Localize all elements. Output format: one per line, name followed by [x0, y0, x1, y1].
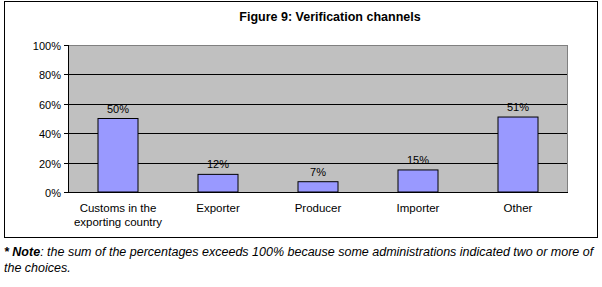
category-label: Producer: [295, 202, 342, 214]
data-label: 15%: [407, 154, 429, 166]
bar: [98, 119, 138, 193]
chart-frame: [5, 2, 598, 238]
data-label: 12%: [207, 158, 229, 170]
bar: [498, 117, 538, 192]
bar: [398, 170, 438, 192]
category-label: Customs in the exporting country: [74, 202, 162, 228]
category-label-line: Exporter: [196, 202, 240, 214]
title: Figure 9: Verification channels: [239, 10, 420, 24]
tick-label: 40%: [39, 128, 61, 140]
bar: [298, 182, 338, 192]
tick-label: 20%: [39, 158, 61, 170]
tick-mark: [64, 163, 68, 164]
category-label: Importer: [397, 202, 440, 214]
grid-line: [68, 192, 568, 193]
bars: [98, 117, 538, 192]
chart: Figure 9: Verification channels 0% 20% 40% 6…: [0, 0, 602, 240]
data-label: 51%: [507, 101, 529, 113]
category-label-line: Customs in the: [80, 202, 157, 214]
category-label: Exporter: [196, 202, 240, 214]
data-label: 7%: [310, 166, 326, 178]
plot-background: [68, 45, 568, 192]
tick-mark: [64, 74, 68, 75]
grid-line: [68, 74, 568, 75]
tick-label: 0%: [45, 187, 61, 199]
category-label-line: Producer: [295, 202, 342, 214]
tick-label: 80%: [39, 69, 61, 81]
x-axis-line: [68, 192, 568, 193]
tick-mark: [64, 104, 68, 105]
note: * Note: the sum of the percentages excee…: [4, 244, 598, 276]
y-axis-line: [68, 45, 69, 192]
annotation: * Note: the sum of the percentages excee…: [4, 244, 598, 276]
category-label-line: Other: [504, 202, 533, 214]
tick-mark: [64, 192, 68, 193]
tick-mark: [64, 45, 68, 46]
tick-mark: [64, 133, 68, 134]
category-label-line: exporting country: [74, 216, 162, 228]
bar: [198, 174, 238, 192]
category-label-line: Importer: [397, 202, 440, 214]
annotation-lead: * Note: [4, 245, 40, 259]
data-label: 50%: [107, 103, 129, 115]
grid-line: [68, 104, 568, 105]
tick-label: 100%: [33, 40, 61, 52]
grid-line: [68, 163, 568, 164]
plot-border: [69, 46, 568, 193]
grid-line: [68, 133, 568, 134]
category-label: Other: [504, 202, 533, 214]
tick-label: 60%: [39, 99, 61, 111]
